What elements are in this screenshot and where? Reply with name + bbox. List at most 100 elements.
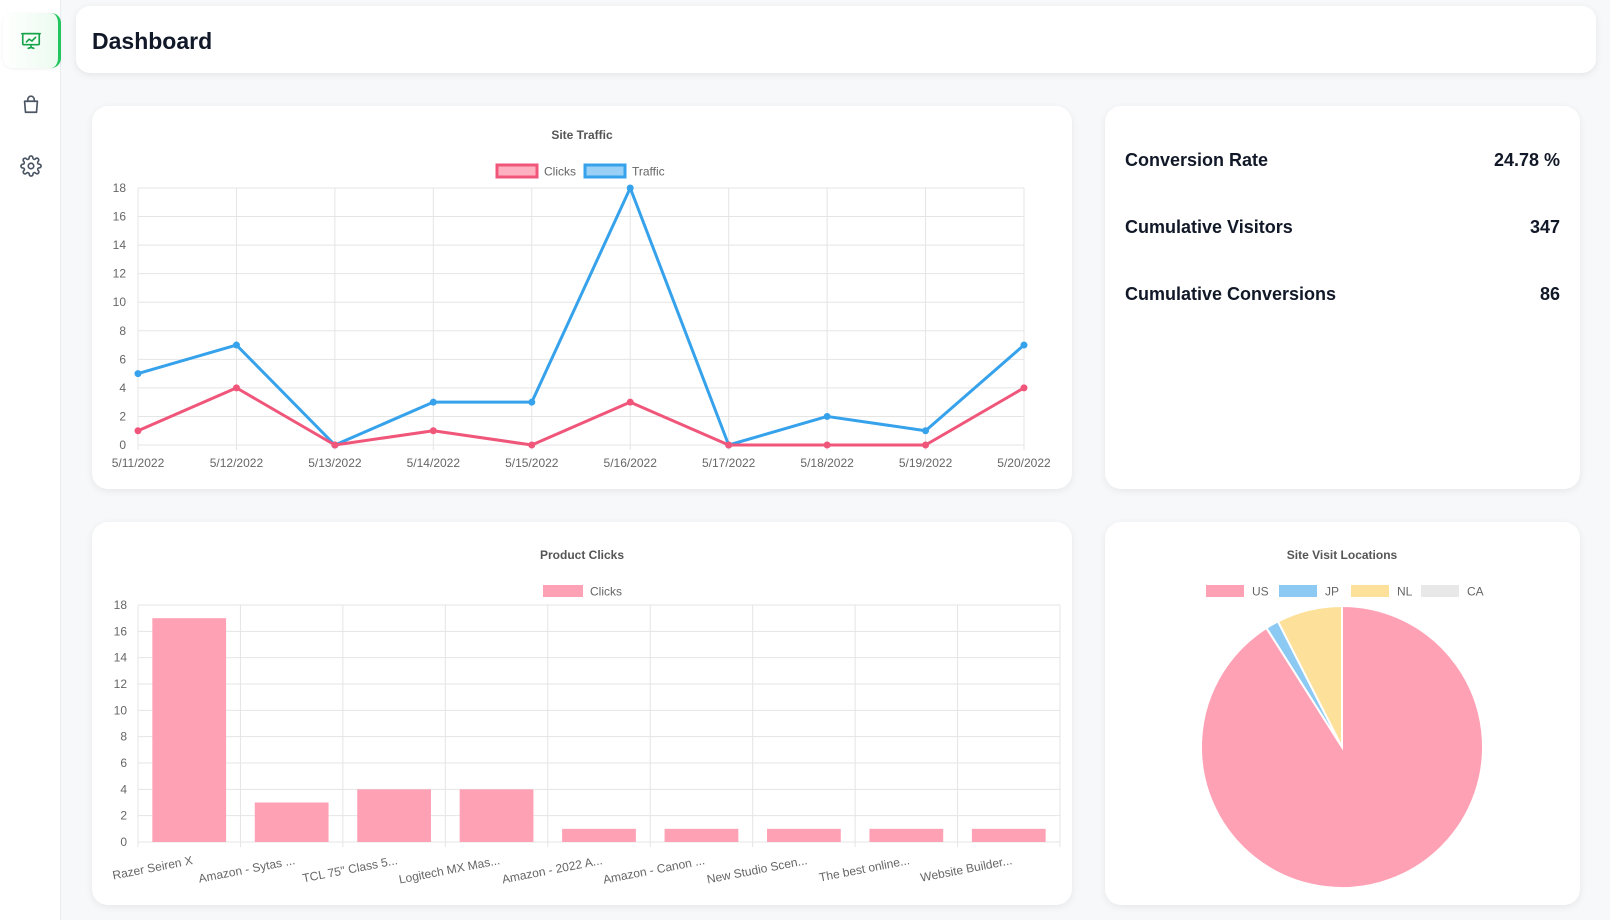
stat-label: Cumulative Visitors [1125,217,1293,237]
legend-label: US [1252,585,1269,599]
chart-title: Product Clicks [540,548,624,562]
bar [357,789,431,842]
bar [971,828,1046,842]
y-tick-label: 2 [119,409,126,423]
data-point [626,398,634,406]
y-tick-label: 10 [113,295,127,309]
x-tick-label: Amazon - Sytas ... [197,853,296,885]
data-point [823,441,831,449]
data-point [1020,341,1028,349]
stat-label: Cumulative Conversions [1125,284,1337,304]
x-tick-label: 5/18/2022 [800,456,854,470]
sidebar-item-dashboard[interactable] [3,13,61,68]
bar [664,828,739,842]
legend-label: Clicks [544,165,576,179]
product-clicks-card: Product Clicks Clicks 0 2 4 6 8 10 12 14 16 18 Razer… [92,522,1072,905]
y-tick-label: 6 [120,756,127,770]
data-point [528,441,536,449]
data-point [429,398,437,406]
chart-title: Site Traffic [551,128,613,142]
site-visit-locations-card: Site Visit Locations US JP NL CA [1105,522,1580,905]
x-tick-label: TCL 75" Class 5... [301,853,398,885]
x-tick-label: New Studio Scen... [706,853,809,886]
site-traffic-chart: Site Traffic Clicks Traffic 0 2 4 6 8 10 12 14 16 18… [112,128,1051,470]
stat-conversion-rate: Conversion Rate 24.78 % [1125,150,1560,171]
x-tick-label: 5/11/2022 [112,456,165,470]
data-point [232,341,240,349]
bar [254,802,329,842]
legend-swatch [583,163,627,179]
y-tick-label: 8 [120,730,127,744]
x-tick-label: Amazon - 2022 A... [501,853,604,886]
presentation-chart-icon [20,32,41,49]
data-point [528,398,536,406]
series-line-traffic [137,186,1025,447]
y-tick-label: 8 [119,324,126,338]
y-tick-label: 16 [114,624,128,638]
data-point [429,427,437,435]
page-title: Dashboard [92,28,213,54]
page-header: Dashboard [76,6,1596,73]
data-point [922,441,930,449]
stat-cumulative-conversions: Cumulative Conversions 86 [1125,284,1560,305]
series-line-clicks [137,386,1025,447]
x-tick-label: 5/15/2022 [505,456,559,470]
shopping-bag-icon [23,94,38,113]
x-tick-label: 5/16/2022 [604,456,658,470]
y-tick-label: 4 [120,782,127,796]
sidebar-item-settings[interactable] [3,138,58,193]
pie-slice-nl [1276,604,1343,748]
data-point [232,384,240,392]
legend-swatch [1279,585,1317,597]
sidebar [0,0,61,920]
product-clicks-chart: Product Clicks Clicks 0 2 4 6 8 10 12 14 16 18 Razer… [111,548,1061,887]
stat-value: 24.78 % [1493,150,1560,170]
site-traffic-card: Site Traffic Clicks Traffic 0 2 4 6 8 10 12 14 16 18… [92,106,1072,489]
y-tick-label: 12 [113,267,127,281]
legend-label: JP [1325,585,1339,599]
y-tick-label: 4 [119,381,126,395]
data-point [823,412,831,420]
gear-icon [19,154,42,177]
legend-label: Traffic [632,165,665,179]
stats-card: Conversion Rate 24.78 % Cumulative Visit… [1105,106,1580,489]
y-tick-label: 10 [114,703,128,717]
x-tick-label: 5/20/2022 [997,456,1051,470]
x-tick-label: Website Builder... [919,853,1013,885]
bar [562,828,636,842]
y-tick-label: 18 [113,181,127,195]
y-tick-label: 0 [120,835,127,849]
y-tick-label: 6 [119,352,126,366]
bar [767,828,841,842]
legend-swatch [1421,585,1459,597]
legend-swatch [495,163,539,179]
site-visit-locations-chart: Site Visit Locations US JP NL CA [1200,548,1484,889]
stat-label: Conversion Rate [1125,150,1269,170]
y-tick-label: 14 [113,238,127,252]
data-point [331,441,339,449]
data-point [1020,384,1028,392]
data-point [922,427,930,435]
data-point [725,441,733,449]
legend-swatch [1206,585,1244,597]
legend-label: CA [1467,585,1484,599]
chart-title: Site Visit Locations [1287,548,1398,562]
legend-swatch [543,585,583,597]
stat-value: 347 [1529,217,1560,237]
y-tick-label: 18 [114,598,128,612]
x-tick-label: Amazon - Canon ... [602,853,706,886]
x-tick-label: Logitech MX Mas... [398,853,502,886]
y-tick-label: 0 [119,438,126,452]
x-tick-label: 5/19/2022 [899,456,953,470]
x-tick-label: 5/14/2022 [407,456,461,470]
sidebar-item-products[interactable] [3,76,58,131]
y-tick-label: 12 [114,677,128,691]
legend-swatch [1351,585,1389,597]
data-point [626,184,634,192]
y-tick-label: 16 [113,210,127,224]
y-tick-label: 14 [114,651,128,665]
x-tick-label: 5/13/2022 [308,456,362,470]
x-tick-label: The best online... [818,853,911,884]
bar [459,789,534,842]
x-tick-label: 5/17/2022 [702,456,756,470]
